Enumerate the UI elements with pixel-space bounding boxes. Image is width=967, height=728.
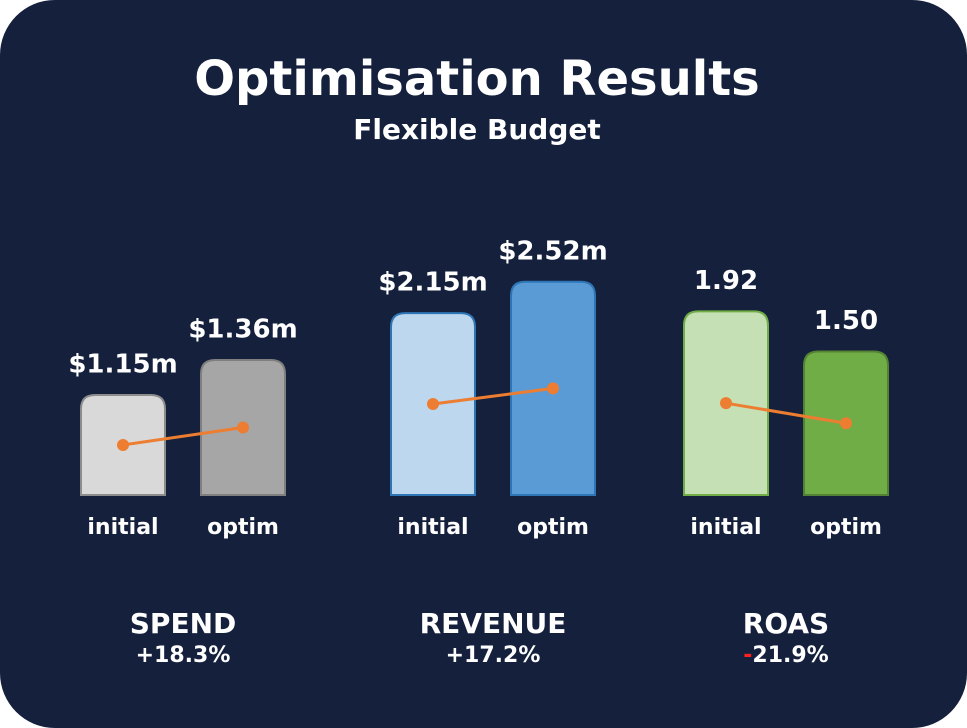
- value-label: 1.50: [814, 306, 878, 336]
- category-label: optim: [207, 515, 279, 540]
- metric-change: +18.3%: [136, 643, 231, 668]
- title: Optimisation Results: [194, 51, 759, 107]
- trend-dot: [720, 397, 732, 410]
- trend-line: [432, 386, 554, 406]
- metric-name: ROAS: [743, 607, 829, 640]
- metric-name: REVENUE: [420, 607, 567, 640]
- metric-name: SPEND: [130, 607, 237, 640]
- trend-line: [122, 426, 244, 447]
- trend-dot: [427, 398, 439, 411]
- category-label: initial: [397, 515, 468, 540]
- category-label: initial: [87, 515, 158, 540]
- subtitle: Flexible Budget: [353, 113, 601, 146]
- trend-dot: [547, 382, 559, 395]
- trend-dot: [237, 421, 249, 434]
- value-label: $1.36m: [188, 315, 297, 345]
- value-label: $2.52m: [498, 236, 607, 266]
- trend-dot: [840, 417, 852, 430]
- value-label: $2.15m: [378, 268, 487, 298]
- value-label: $1.15m: [68, 350, 177, 380]
- metric-change: -21.9%: [743, 643, 828, 668]
- metric-change: +17.2%: [446, 643, 541, 668]
- trend-dot: [117, 439, 129, 451]
- category-label: optim: [810, 515, 882, 540]
- value-label: 1.92: [694, 266, 758, 296]
- category-label: optim: [517, 515, 589, 540]
- trend-line: [725, 401, 847, 425]
- category-label: initial: [690, 515, 761, 540]
